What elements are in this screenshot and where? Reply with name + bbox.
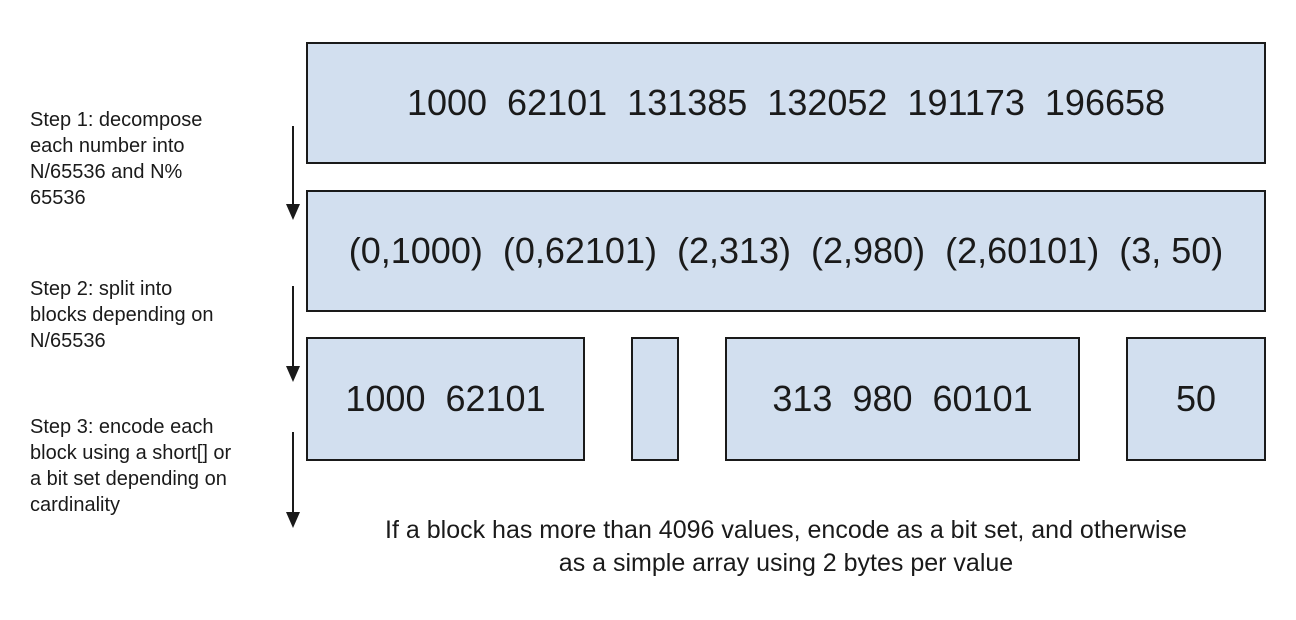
step-1-arrow-icon [286, 126, 300, 220]
block-2-text: 313 980 60101 [772, 378, 1033, 419]
step-2-label: Step 2: split into blocks depending on N… [30, 278, 214, 352]
block-3-text: 50 [1175, 378, 1217, 419]
step-2-arrow-icon [286, 286, 300, 382]
block-1-box [631, 337, 679, 461]
numbers-row-text: 1000 62101 131385 132052 191173 196658 [406, 82, 1166, 123]
encoding-footnote: If a block has more than 4096 values, en… [385, 516, 1187, 577]
block-2-box: 313 980 60101 [725, 337, 1080, 461]
step-3-arrow-icon [286, 432, 300, 528]
numbers-row-box: 1000 62101 131385 132052 191173 196658 [306, 42, 1266, 164]
pairs-row-text: (0,1000) (0,62101) (2,313) (2,980) (2,60… [348, 230, 1224, 271]
block-3-box: 50 [1126, 337, 1266, 461]
pairs-row-box: (0,1000) (0,62101) (2,313) (2,980) (2,60… [306, 190, 1266, 312]
step-3-label: Step 3: encode each block using a short[… [30, 416, 232, 516]
step-1-label: Step 1: decompose each number into N/655… [30, 109, 203, 209]
block-0-text: 1000 62101 [345, 378, 546, 419]
block-0-box: 1000 62101 [306, 337, 585, 461]
